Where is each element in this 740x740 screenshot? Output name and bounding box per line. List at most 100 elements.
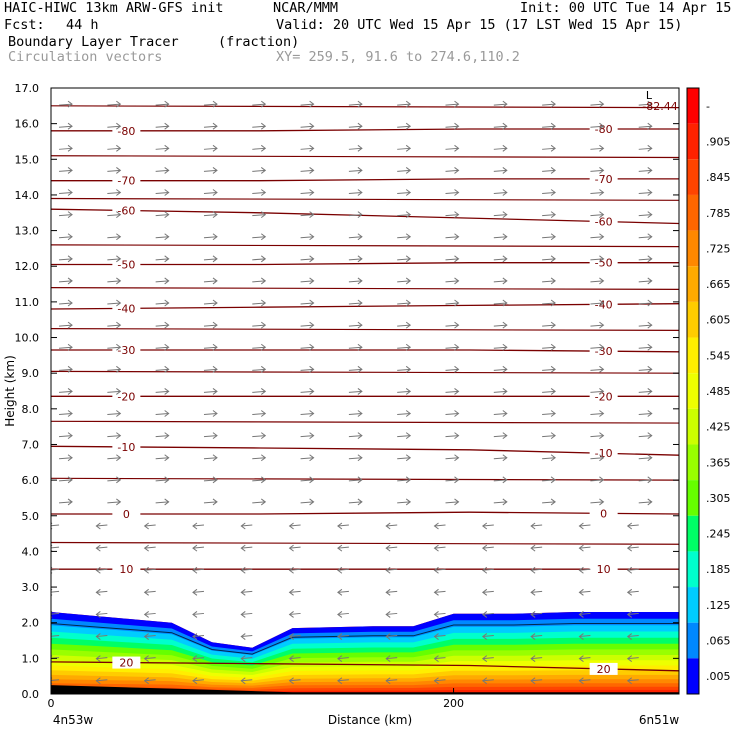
wind-vector-head [67,410,73,417]
x-start-label: 4n53w [53,713,94,727]
wind-vector [203,147,218,150]
wind-vector [482,568,494,571]
wind-vector [397,258,411,261]
wind-vector-head [67,233,73,241]
wind-vector [579,524,591,527]
contour-label: -60 [117,204,135,217]
wind-vector [397,125,411,128]
wind-vector [252,192,266,195]
wind-vector-head [357,432,363,440]
wind-vector-head [405,432,412,440]
wind-vector-head [260,211,267,219]
wind-vector-head [143,677,149,685]
contour-label: -40 [117,302,135,315]
wind-vector-head [95,544,101,552]
wind-vector-head [433,633,439,640]
wind-vector [434,568,446,571]
wind-vector-head [260,432,267,440]
wind-vector-head [260,454,267,462]
wind-vector [638,214,652,217]
wind-vector-head [550,476,556,484]
y-tick-label: 0.0 [22,688,40,701]
wind-vector-head [599,321,605,329]
wind-vector-head [550,410,556,417]
colorbar-label: .305 [706,492,731,505]
wind-vector [252,457,266,460]
wind-vector-head [164,255,170,263]
wind-vector [627,635,639,638]
wind-vector [397,214,411,217]
wind-vector [144,590,156,593]
wind-vector-head [309,167,315,174]
wind-vector-head [599,189,605,196]
wind-vector-head [454,211,460,219]
y-tick-label: 8.0 [22,403,40,416]
wind-vector [445,125,459,128]
wind-vector-head [530,588,536,596]
wind-vector-head [260,144,267,152]
wind-vector-head [260,410,267,417]
wind-vector [289,612,301,615]
wind-vector [59,413,73,416]
wind-vector [348,214,362,217]
x-end-label: 6n51w [639,713,680,727]
wind-vector [144,546,156,549]
wind-vector [386,568,398,571]
wind-vector [155,125,169,128]
wind-vector-head [260,476,267,484]
contour-label: -20 [117,390,135,403]
colorbar-label: .545 [706,349,731,362]
wind-vector-head [550,299,556,307]
wind-vector-head [405,343,412,351]
y-tick-label: 17.0 [15,82,40,95]
contour-label-bg [112,440,141,453]
wind-vector [445,413,459,416]
wind-vector [96,590,108,593]
wind-vector [203,258,218,261]
colorbar-cell [687,266,699,302]
wind-vector-head [212,388,218,395]
wind-vector [542,214,556,217]
wind-vector-head [357,321,363,329]
wind-vector-head [357,255,363,263]
wind-vector-head [481,611,488,618]
wind-vector-head [309,144,315,152]
y-tick-label: 7.0 [22,438,40,451]
wind-vector [144,612,156,615]
wind-vector-head [454,233,460,241]
contour--80 [51,128,679,132]
wind-vector [192,546,205,549]
wind-vector [96,612,108,615]
wind-vector-head [288,655,294,663]
y-tick-label: 6.0 [22,474,40,487]
isotherm-line [51,244,679,248]
wind-vector [493,236,507,239]
wind-vector [531,657,543,660]
contour-label: 20 [597,663,611,676]
wind-vector-head [260,343,267,351]
wind-vector [300,479,314,482]
wind-vector [348,501,362,504]
wind-vector [348,368,362,371]
wind-vector-head [626,611,633,618]
wind-vector-head [433,677,439,685]
wind-vector-head [550,189,556,196]
wind-vector-head [116,476,122,484]
wind-vector [531,590,543,593]
wind-vector [542,435,556,438]
wind-vector-head [530,544,536,552]
y-tick-label: 9.0 [22,367,40,380]
wind-vector-head [309,233,315,241]
wind-vector-head [385,566,391,574]
wind-vector-head [240,522,246,530]
wind-vector-head [143,588,149,596]
wind-vector [337,635,349,638]
y-tick-label: 10.0 [15,332,40,345]
isotherm-line [51,155,679,159]
wind-vector-head [599,277,605,285]
wind-vector-head [164,189,170,196]
wind-vector-head [288,588,294,596]
wind-vector [542,258,556,261]
wind-vector-head [212,189,218,196]
wind-vector-head [599,498,605,506]
